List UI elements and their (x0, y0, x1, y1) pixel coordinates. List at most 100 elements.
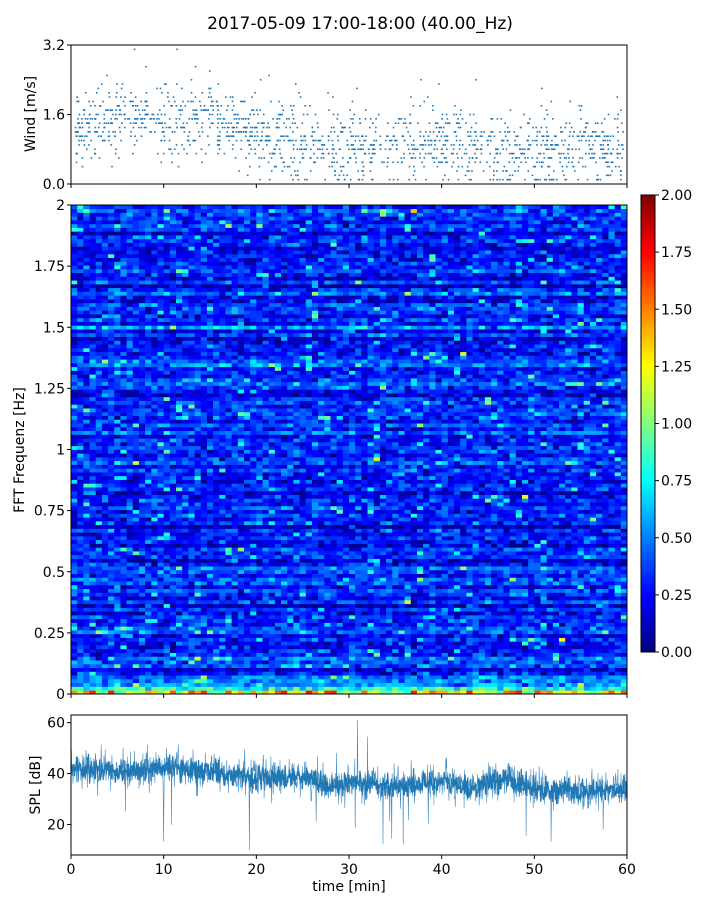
spectrogram-cell (367, 690, 375, 695)
spectrogram-cell (620, 584, 628, 590)
wind-point (158, 118, 160, 120)
spectrogram-cell (565, 577, 572, 582)
spectrogram-cell (379, 584, 387, 590)
wind-point (90, 157, 93, 159)
spectrogram-cell (120, 652, 127, 657)
spectrogram-cell (410, 577, 418, 582)
wind-point (600, 148, 602, 151)
wind-point (565, 122, 568, 124)
wind-point (311, 126, 314, 129)
spectrogram-cell (528, 641, 535, 646)
spectrogram-cell (120, 678, 127, 684)
spectrogram-cell (83, 566, 90, 571)
spectrogram-cell (293, 599, 300, 605)
spectrogram-cell (589, 611, 597, 616)
wind-point (446, 161, 448, 164)
spectrogram-cell (77, 584, 84, 590)
spectrogram-cell (454, 584, 461, 590)
spectrogram-cell (361, 592, 368, 597)
spectrogram-cell (361, 581, 368, 586)
spectrogram-cell (243, 652, 251, 657)
spectrogram-cell (515, 637, 523, 642)
spectrogram-cell (534, 581, 541, 586)
wind-point (622, 131, 624, 133)
spectrogram-cell (596, 551, 603, 556)
spectrogram-cell (231, 599, 239, 605)
spectrogram-cell (398, 584, 405, 590)
spectrogram-cell (71, 671, 78, 676)
spectrogram-cell (410, 599, 418, 605)
spectrogram-cell (120, 599, 127, 605)
spectrogram-cell (188, 656, 195, 661)
spectrogram-cell (169, 618, 177, 623)
wind-point (199, 105, 202, 107)
spectrogram-cell (250, 648, 257, 653)
wind-point (352, 144, 355, 146)
spectrogram-cell (460, 592, 467, 597)
spectrogram-cell (145, 675, 152, 680)
spectrogram-cell (293, 667, 300, 672)
spectrogram-cell (126, 622, 134, 627)
spectrogram-cell (528, 663, 535, 669)
spectrogram-cell (596, 558, 603, 563)
spectrogram-cell (305, 618, 313, 623)
spectrogram-cell (472, 607, 480, 612)
wind-point (572, 157, 574, 159)
wind-point (593, 157, 595, 159)
spectrogram-cell (176, 615, 183, 620)
spectrogram-cell (441, 618, 449, 623)
spectrogram-cell (478, 592, 486, 597)
spectrogram-cell (608, 663, 615, 669)
spectrogram-cell (398, 569, 405, 574)
spectrogram-cell (620, 626, 628, 631)
spectrogram-cell (114, 554, 121, 559)
spectrogram-cell (484, 581, 492, 586)
spectrogram-cell (404, 569, 412, 574)
spectrogram-cell (355, 551, 362, 556)
spectrogram-cell (305, 641, 313, 646)
spectrogram-cell (559, 682, 566, 687)
wind-point (421, 161, 423, 164)
spectrogram-cell (299, 569, 307, 574)
spectrogram-cell (367, 618, 375, 623)
spectrogram-cell (497, 558, 504, 563)
spectrogram-cell (528, 690, 535, 695)
wind-point (99, 105, 101, 107)
spectrogram-cell (225, 554, 232, 559)
wind-point (583, 135, 585, 138)
spectrogram-cell (571, 551, 578, 556)
wind-point (260, 139, 263, 142)
spectrogram-cell (120, 584, 127, 590)
wind-point (283, 165, 286, 168)
spectrogram-cell (71, 558, 78, 563)
wind-point (617, 113, 619, 116)
wind-point (144, 109, 146, 111)
wind-point (445, 157, 447, 159)
spectrogram-cell (324, 603, 331, 608)
spectrogram-cell (410, 558, 418, 563)
spectrogram-cell (243, 667, 251, 672)
spectrogram-cell (305, 611, 313, 616)
spectrogram-cell (213, 618, 220, 623)
spectrogram-cell (157, 581, 165, 586)
wind-point (115, 91, 118, 94)
spectrogram-cell (330, 618, 337, 623)
spectrogram-cell (460, 645, 467, 650)
spectrogram-cell (157, 588, 165, 593)
spectrogram-cell (410, 671, 418, 676)
spectrogram-cell (528, 618, 535, 623)
wind-point (455, 135, 458, 138)
wind-point (79, 126, 82, 129)
wind-point (540, 165, 543, 168)
spectrogram-cell (299, 645, 307, 650)
wind-point (594, 122, 597, 124)
spectrogram-cell (410, 573, 418, 578)
spectrogram-cell (608, 581, 615, 586)
wind-point (235, 139, 238, 142)
wind-point (355, 135, 357, 138)
wind-point (139, 113, 141, 116)
spectrogram-cell (349, 577, 356, 582)
spectrogram-cell (336, 592, 344, 597)
spectrogram-cell (250, 637, 257, 642)
spectrogram-cell (163, 641, 171, 646)
